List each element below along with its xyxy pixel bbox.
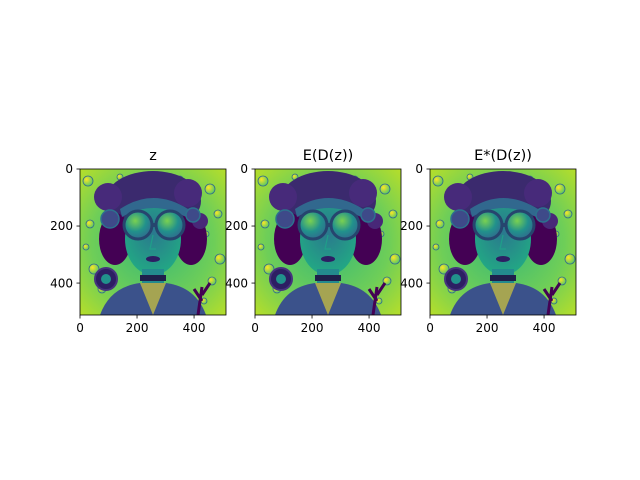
y-tick-label: 400 bbox=[400, 276, 423, 290]
goggle-lens-left bbox=[472, 209, 504, 241]
hair-bun-right bbox=[349, 179, 377, 207]
x-tick-label: 0 bbox=[426, 321, 434, 335]
subplot-title: E(D(z)) bbox=[303, 148, 354, 164]
coral bbox=[542, 282, 562, 315]
x-tick-label: 400 bbox=[358, 321, 381, 335]
axes-frame bbox=[429, 168, 577, 316]
x-tick-label: 200 bbox=[476, 321, 499, 335]
bubble bbox=[85, 219, 95, 229]
bubble bbox=[563, 209, 573, 219]
hair-bun-left bbox=[94, 183, 122, 211]
bubble bbox=[389, 253, 401, 265]
goggle-lens-right bbox=[329, 209, 361, 241]
axes-frame bbox=[79, 168, 227, 316]
y-tick-label: 200 bbox=[50, 219, 73, 233]
goggle-lens-right bbox=[154, 209, 186, 241]
lips bbox=[146, 256, 160, 262]
x-tick-label: 200 bbox=[126, 321, 149, 335]
side-lens-right bbox=[360, 207, 376, 223]
side-lens-right bbox=[535, 207, 551, 223]
coral bbox=[192, 282, 212, 315]
collar bbox=[140, 283, 166, 315]
collar bbox=[315, 283, 341, 315]
subplot-3: E*(D(z)) 0 200 400 0 200 400 bbox=[400, 148, 577, 335]
y-tick-label: 0 bbox=[415, 162, 423, 176]
heatmap-image bbox=[80, 169, 226, 315]
side-lens-right bbox=[185, 207, 201, 223]
nose bbox=[324, 234, 331, 250]
bubble bbox=[564, 253, 576, 265]
headband bbox=[120, 198, 188, 217]
bubble bbox=[88, 263, 100, 275]
x-tick-label: 0 bbox=[251, 321, 259, 335]
collar bbox=[490, 283, 516, 315]
subplot-title: E*(D(z)) bbox=[474, 148, 532, 164]
headband bbox=[295, 198, 363, 217]
bubble bbox=[263, 263, 275, 275]
x-tick-label: 0 bbox=[76, 321, 84, 335]
y-tick-label: 400 bbox=[225, 276, 248, 290]
side-lens-left bbox=[450, 209, 470, 229]
x-tick-label: 200 bbox=[301, 321, 324, 335]
bubble bbox=[213, 209, 223, 219]
choker bbox=[490, 275, 516, 281]
goggle-bridge bbox=[326, 223, 332, 227]
bubble bbox=[260, 219, 270, 229]
hair-bun-right bbox=[174, 179, 202, 207]
nose bbox=[499, 234, 506, 250]
y-tick-label: 200 bbox=[225, 219, 248, 233]
x-tick-label: 400 bbox=[183, 321, 206, 335]
goggle-lens-left bbox=[297, 209, 329, 241]
bubble bbox=[82, 243, 90, 251]
subplot-title: z bbox=[149, 148, 157, 164]
bubble bbox=[432, 243, 440, 251]
gadget-inner bbox=[276, 274, 286, 284]
choker bbox=[315, 275, 341, 281]
bubble bbox=[554, 183, 566, 195]
hair-bun-left bbox=[444, 183, 472, 211]
y-tick-label: 400 bbox=[50, 276, 73, 290]
bubble bbox=[82, 175, 94, 187]
bubble bbox=[432, 175, 444, 187]
goggle-bridge bbox=[151, 223, 157, 227]
heatmap-image bbox=[430, 169, 576, 315]
y-tick-label: 200 bbox=[400, 219, 423, 233]
lips bbox=[321, 256, 335, 262]
coral bbox=[367, 282, 387, 315]
goggle-lens-left bbox=[122, 209, 154, 241]
bubble bbox=[388, 209, 398, 219]
choker bbox=[140, 275, 166, 281]
bubble bbox=[379, 183, 391, 195]
bubble bbox=[257, 175, 269, 187]
axes-frame bbox=[254, 168, 402, 316]
side-lens-left bbox=[100, 209, 120, 229]
y-tick-label: 0 bbox=[65, 162, 73, 176]
goggle-lens-right bbox=[504, 209, 536, 241]
hair-bun-right bbox=[524, 179, 552, 207]
x-tick-label: 400 bbox=[533, 321, 556, 335]
bubble bbox=[204, 183, 216, 195]
goggle-bridge bbox=[501, 223, 507, 227]
gadget-inner bbox=[101, 274, 111, 284]
bubble bbox=[438, 263, 450, 275]
bubble bbox=[435, 219, 445, 229]
hair-bun-left bbox=[269, 183, 297, 211]
side-lens-left bbox=[275, 209, 295, 229]
heatmap-image bbox=[255, 169, 401, 315]
bubble bbox=[214, 253, 226, 265]
nose bbox=[149, 234, 156, 250]
gadget-inner bbox=[451, 274, 461, 284]
subplot-2: E(D(z)) 0 200 400 0 200 400 bbox=[225, 148, 402, 335]
bubble bbox=[257, 243, 265, 251]
subplot-1: z 0 200 400 0 200 400 bbox=[50, 148, 227, 335]
headband bbox=[470, 198, 538, 217]
lips bbox=[496, 256, 510, 262]
y-tick-label: 0 bbox=[240, 162, 248, 176]
